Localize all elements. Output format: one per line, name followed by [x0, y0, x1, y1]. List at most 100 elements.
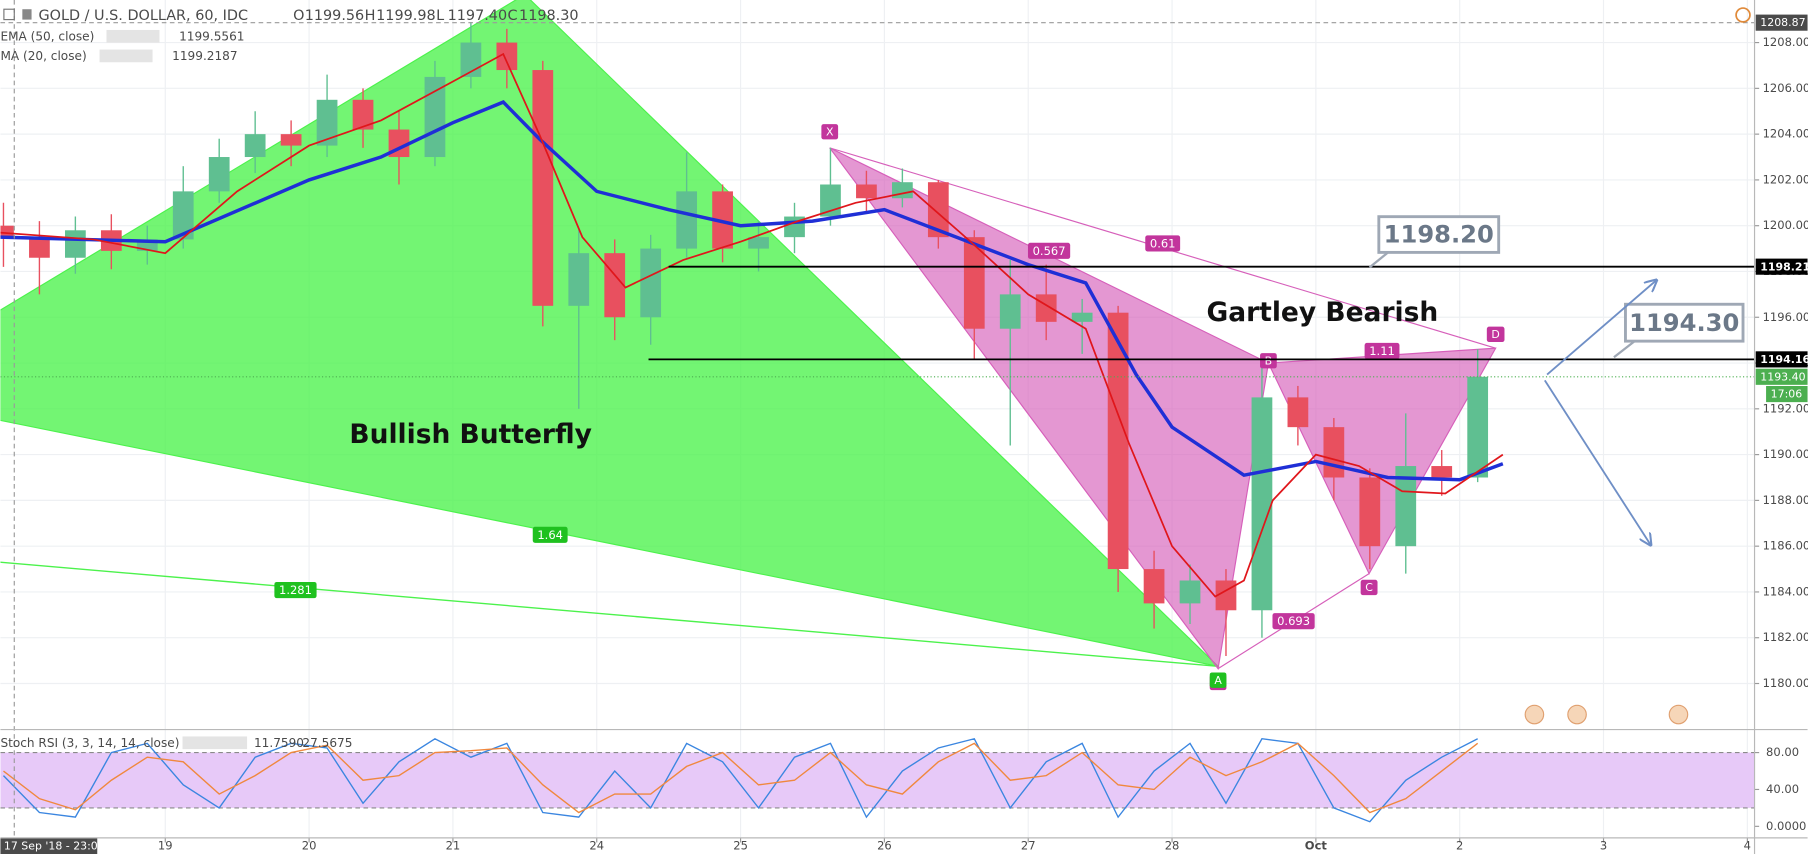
candle-body [1143, 569, 1165, 604]
legend-value: 11.7590 [254, 736, 304, 750]
y-tick-label: 1192.00 [1763, 401, 1808, 415]
candle-body [1071, 312, 1093, 322]
level-tag [1755, 258, 1808, 275]
level-tag-label: 1198.21 [1760, 260, 1808, 273]
ratio-label: 0.693 [1277, 614, 1310, 628]
cursor-date-box [0, 837, 98, 854]
symbol-title: GOLD / U.S. DOLLAR, 60, IDC [38, 8, 248, 24]
indicator-buttons[interactable] [99, 49, 153, 63]
y-tick-label: 40.00 [1766, 782, 1799, 796]
price-tag [1755, 368, 1808, 385]
point-label: B [1265, 354, 1273, 367]
symbol-icon [22, 9, 32, 20]
point-label-box [1260, 353, 1277, 369]
ratio-label-box [274, 582, 317, 599]
ratio-label-box [1364, 342, 1400, 360]
candle-body [1179, 580, 1201, 604]
indicator-line [0, 100, 1504, 482]
candle-body [1359, 477, 1381, 547]
x-tick-label: 19 [158, 838, 173, 852]
butterfly-leg [0, 561, 1219, 668]
ratio-label-box [1272, 613, 1315, 630]
x-tick-label: 28 [1165, 838, 1180, 852]
ratio-label: 1.11 [1369, 344, 1395, 358]
indicator-line [0, 52, 1504, 598]
ratio-label-box [1027, 242, 1071, 259]
y-tick-label: 1208.00 [1763, 35, 1808, 49]
candle-body [1395, 466, 1417, 547]
event-icon[interactable] [1524, 704, 1545, 725]
overlays: 17 Sep '18 - 23:00 1.64 1.281 0.567 0.61 1.11… [0, 14, 1808, 854]
point-label: C [1365, 581, 1373, 594]
candle-body [352, 99, 374, 130]
candle-body [1467, 376, 1489, 478]
point-label: A [1214, 674, 1222, 687]
legend-value: 1199.5561 [179, 29, 244, 43]
ratio-label: 0.61 [1150, 236, 1176, 250]
ratio-label-box [532, 526, 568, 543]
level-tag [1755, 351, 1808, 368]
down-arrow [1544, 379, 1651, 545]
point-label-box [1360, 579, 1378, 596]
candle-body [424, 76, 446, 158]
cursor-date-label: 17 Sep '18 - 23:00 [4, 840, 105, 853]
ohlc-legend: O 1199.56 H 1199.98 L 1197.40 C 1198.30 [293, 8, 578, 24]
alert-icon[interactable] [1735, 7, 1751, 23]
y-tick-label: 1182.00 [1763, 630, 1808, 644]
point-label-box [821, 124, 839, 140]
legend: EMA (50, close) 1199.5561 MA (20, close) 11… [0, 29, 352, 749]
x-tick-label: 25 [733, 838, 748, 852]
y-tick-label: 1188.00 [1763, 493, 1808, 507]
ratio-label-box [1145, 235, 1181, 252]
legend-value: 1199.2187 [172, 49, 237, 63]
ratio-label: 0.567 [1033, 244, 1066, 258]
indicator-lines [0, 52, 1504, 598]
callout-box [1377, 215, 1501, 254]
ratio-label: 1.64 [537, 528, 563, 542]
candle-body [1251, 397, 1273, 611]
candle-body [1431, 466, 1453, 478]
candle-body [532, 70, 554, 306]
candle-body [604, 253, 626, 318]
point-label: X [826, 125, 834, 138]
y-tick-label: 1186.00 [1763, 539, 1808, 553]
ohlc-key: O [293, 8, 304, 24]
candle-body [172, 191, 194, 240]
candle-body [1323, 427, 1345, 478]
y-tick-label: 80.00 [1766, 745, 1799, 759]
ohlc-value: 1199.56 [305, 8, 365, 24]
candle-body [963, 237, 985, 329]
ohlc-value: 1198.30 [519, 8, 579, 24]
point-label: D [1491, 328, 1499, 341]
stoch-line [2, 737, 1478, 823]
candle-body [1107, 312, 1129, 570]
x-tick-label: 3 [1600, 838, 1607, 852]
legend-name: MA (20, close) [0, 49, 86, 63]
candle-body [280, 134, 302, 146]
candle-body [640, 248, 662, 318]
indicator-buttons[interactable] [182, 736, 248, 750]
candle-body [0, 225, 14, 238]
x-tick-label: 21 [446, 838, 461, 852]
candle-body [820, 184, 841, 217]
candle-body [927, 182, 949, 238]
event-icon[interactable] [1567, 704, 1587, 725]
candles [0, 21, 1489, 657]
candle-body [65, 230, 86, 258]
x-tick-label: 20 [302, 838, 317, 852]
candle-body [999, 294, 1021, 329]
event-icon[interactable] [1668, 704, 1689, 725]
collapse-icon[interactable] [3, 8, 15, 21]
legend-name: EMA (50, close) [0, 29, 94, 43]
level-tag-label: 1194.16 [1760, 353, 1808, 366]
ohlc-value: 1197.40 [448, 8, 508, 24]
indicator-buttons[interactable] [106, 29, 160, 43]
candle-body [208, 157, 230, 192]
candle-body [1287, 397, 1309, 428]
ohlc-key: L [436, 8, 444, 24]
x-tick-label: 27 [1021, 838, 1036, 852]
price-tag [1755, 14, 1808, 31]
up-arrow [1546, 280, 1656, 376]
